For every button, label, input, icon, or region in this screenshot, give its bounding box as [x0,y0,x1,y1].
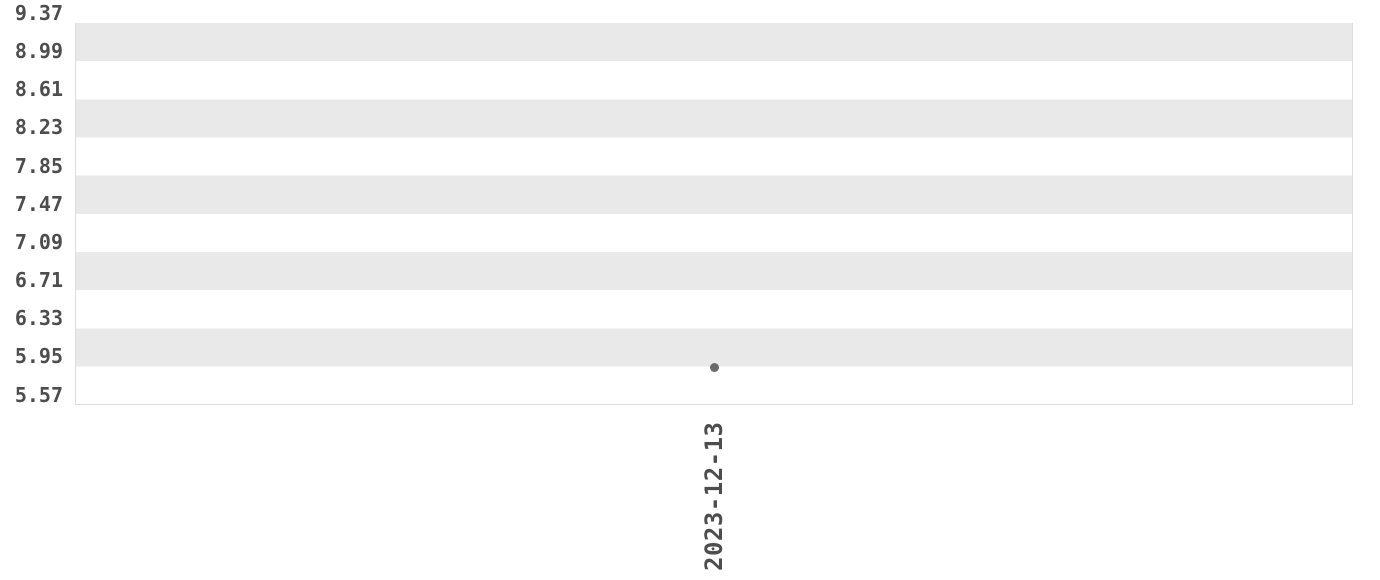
y-tick-label: 5.95 [14,344,63,369]
y-tick-label: 6.71 [14,268,63,293]
y-tick-label: 6.33 [14,306,63,331]
y-tick-label: 7.85 [14,153,63,178]
x-tick-label: 2023-12-13 [700,421,728,572]
y-tick-label: 7.47 [14,191,63,216]
data-point[interactable] [709,362,719,372]
plot-area [75,23,1353,405]
y-tick-label: 5.57 [14,382,63,407]
y-tick-label: 7.09 [14,229,63,254]
y-tick-label: 8.23 [14,115,63,140]
y-tick-label: 8.99 [14,39,63,64]
y-tick-label: 8.61 [14,77,63,102]
y-tick-label: 9.37 [14,1,63,25]
x-axis-tick: 2023-12-13 [700,421,728,572]
